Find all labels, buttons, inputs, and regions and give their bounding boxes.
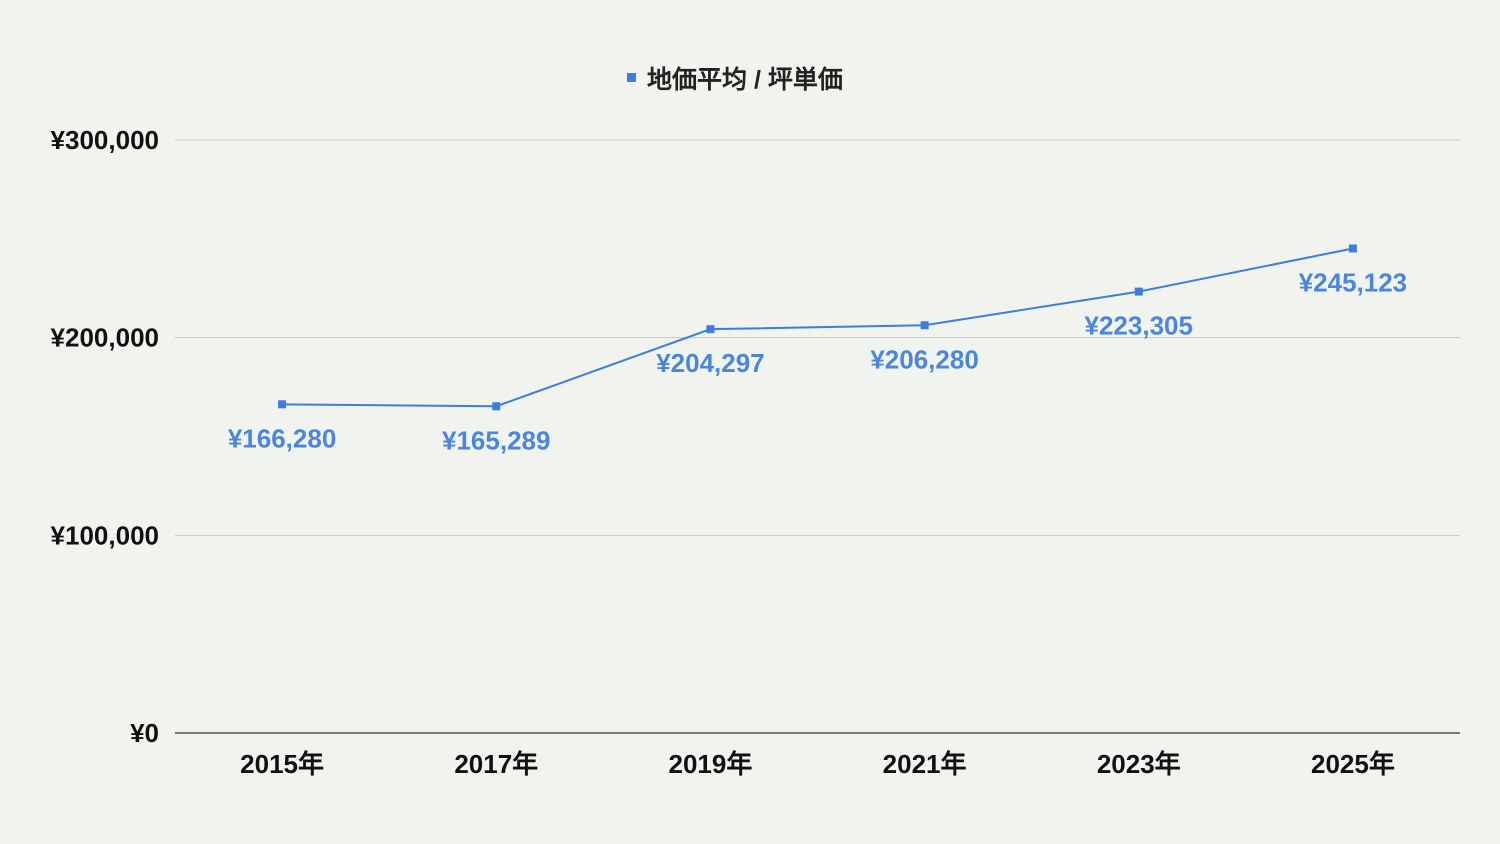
x-tick-label: 2015年 — [240, 749, 324, 779]
legend-label: 地価平均 / 坪単価 — [647, 65, 843, 94]
x-axis-ticks: 2015年 2017年 2019年 2021年 2023年 2025年 — [240, 749, 1395, 779]
y-tick-label: ¥0 — [130, 718, 159, 748]
data-label: ¥166,280 — [228, 423, 336, 453]
series — [278, 244, 1357, 411]
gridlines — [175, 139, 1460, 734]
series-line — [282, 247, 1354, 408]
x-tick-label: 2019年 — [668, 749, 752, 779]
y-tick-label: ¥200,000 — [51, 323, 159, 353]
x-tick-label: 2023年 — [1097, 749, 1181, 779]
legend: 地価平均 / 坪単価 — [627, 65, 843, 94]
legend-marker — [627, 73, 636, 82]
data-label: ¥245,123 — [1299, 267, 1407, 297]
x-tick-label: 2021年 — [883, 749, 967, 779]
y-tick-label: ¥300,000 — [51, 125, 159, 155]
x-tick-label: 2017年 — [454, 749, 538, 779]
data-label: ¥165,289 — [442, 425, 550, 455]
y-axis-ticks: ¥0 ¥100,000 ¥200,000 ¥300,000 — [51, 125, 159, 748]
x-tick-label: 2025年 — [1311, 749, 1395, 779]
data-labels: ¥166,280 ¥165,289 ¥204,297 ¥206,280 ¥223,305… — [228, 267, 1407, 455]
data-point — [706, 325, 715, 334]
data-label: ¥204,297 — [656, 348, 764, 378]
data-point — [920, 321, 929, 330]
data-point — [1348, 244, 1357, 253]
data-point — [278, 400, 287, 409]
data-label: ¥206,280 — [870, 344, 978, 374]
data-label: ¥223,305 — [1085, 311, 1193, 341]
y-tick-label: ¥100,000 — [51, 520, 159, 550]
data-point — [1134, 287, 1143, 296]
data-point — [492, 402, 501, 411]
